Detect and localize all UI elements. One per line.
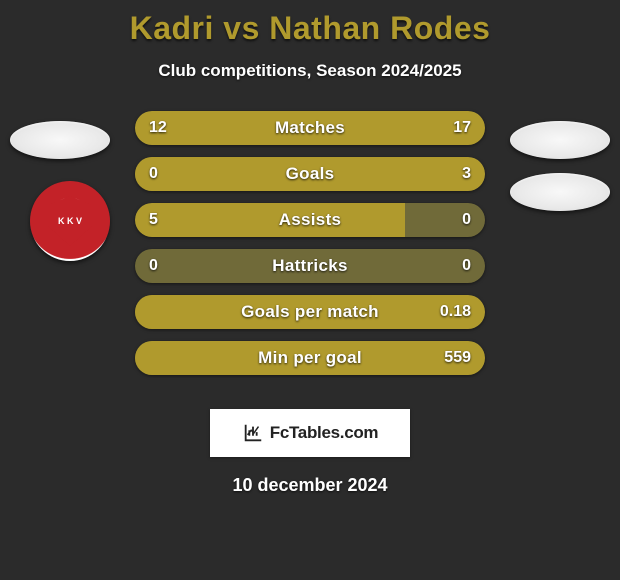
stat-bars: 12Matches170Goals35Assists00Hattricks0Go… — [135, 111, 485, 375]
stat-bar: 5Assists0 — [135, 203, 485, 237]
stat-bar: 12Matches17 — [135, 111, 485, 145]
brand-chart-icon — [242, 422, 264, 444]
stat-value-right: 3 — [462, 157, 471, 191]
date-text: 10 december 2024 — [0, 475, 620, 496]
stat-bar: Min per goal559 — [135, 341, 485, 375]
stat-value-right: 17 — [453, 111, 471, 145]
stat-bar: Goals per match0.18 — [135, 295, 485, 329]
stat-value-right: 0 — [462, 203, 471, 237]
stat-bar: 0Hattricks0 — [135, 249, 485, 283]
club-badge: K K V — [30, 181, 110, 261]
page-title: Kadri vs Nathan Rodes — [0, 0, 620, 47]
stat-label: Min per goal — [135, 341, 485, 375]
stat-value-right: 559 — [444, 341, 471, 375]
player-right-avatar-1 — [510, 121, 610, 159]
stat-label: Hattricks — [135, 249, 485, 283]
player-left-avatar — [10, 121, 110, 159]
club-badge-letters: K K V — [48, 196, 92, 246]
stat-label: Matches — [135, 111, 485, 145]
stat-label: Goals — [135, 157, 485, 191]
stat-value-right: 0 — [462, 249, 471, 283]
comparison-stage: K K V 12Matches170Goals35Assists00Hattri… — [0, 111, 620, 391]
brand-plate[interactable]: FcTables.com — [210, 409, 410, 457]
subtitle: Club competitions, Season 2024/2025 — [0, 61, 620, 81]
player-right-avatar-2 — [510, 173, 610, 211]
brand-text: FcTables.com — [270, 423, 379, 443]
stat-label: Assists — [135, 203, 485, 237]
stat-bar: 0Goals3 — [135, 157, 485, 191]
stat-value-right: 0.18 — [440, 295, 471, 329]
stat-label: Goals per match — [135, 295, 485, 329]
